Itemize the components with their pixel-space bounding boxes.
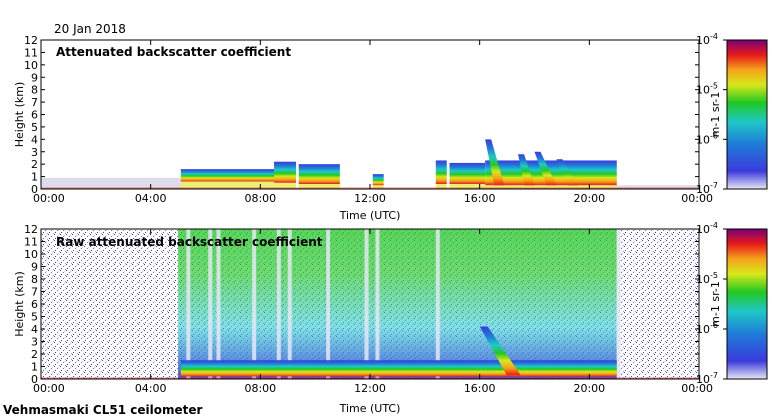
low-noise-region	[41, 177, 181, 189]
x-tick-label-5: 20:00	[573, 192, 605, 205]
y-axis-label: Height (km)	[13, 271, 26, 337]
sub-cloud-layer-2	[298, 184, 340, 189]
y-tick-label-0: 0	[31, 183, 38, 196]
cloud-layer-5	[449, 162, 486, 185]
precipitation-streak-0	[485, 139, 505, 186]
sub-cloud-layer-3	[372, 185, 384, 189]
sub-cloud-layer-5	[449, 184, 486, 189]
y-tick-label-0: 0	[31, 373, 38, 386]
x-tick-label-3: 12:00	[354, 192, 386, 205]
precipitation-streak-1	[518, 154, 535, 186]
vertical-gap-10	[616, 229, 621, 379]
y-tick-label-5: 5	[31, 121, 38, 134]
colorbar-tick-label-1: 10-6	[696, 321, 718, 336]
y-tick-label-3: 3	[31, 336, 38, 349]
site-label: Vehmasmaki CL51 ceilometer	[3, 403, 203, 417]
vertical-gap-4	[276, 229, 281, 379]
cloud-layer-3	[372, 174, 384, 186]
vertical-gap-1	[208, 229, 213, 379]
colorbar-tick-label-2: 10-5	[696, 82, 718, 97]
cloud-layer-0	[180, 169, 275, 182]
y-tick-label-12: 12	[24, 223, 38, 236]
precipitation-streak	[479, 326, 521, 376]
x-tick-label-2: 08:00	[244, 192, 276, 205]
sub-cloud-layer-1	[274, 182, 296, 189]
colorbar-tick-label-1: 10-6	[696, 131, 718, 146]
y-tick-label-8: 8	[31, 84, 38, 97]
colorbar	[726, 228, 768, 380]
colorbar-tick-label-0: 10-7	[696, 371, 718, 386]
colorbar-tick-label-0: 10-7	[696, 181, 718, 196]
x-tick-label-6: 00:00	[681, 192, 713, 205]
y-tick-label-3: 3	[31, 146, 38, 159]
panel-title: Attenuated backscatter coefficient	[56, 45, 291, 59]
y-tick-label-2: 2	[31, 158, 38, 171]
x-axis-label: Time (UTC)	[339, 209, 401, 222]
sub-cloud-layer-4	[435, 184, 447, 189]
y-tick-label-10: 10	[24, 59, 38, 72]
vertical-gap-6	[326, 229, 331, 379]
precipitation-streak-2	[534, 151, 557, 186]
panel-raw-attenuated-backscatter: Raw attenuated backscatter coefficient01…	[13, 221, 768, 415]
y-tick-label-4: 4	[31, 133, 38, 146]
y-tick-label-8: 8	[31, 273, 38, 286]
x-tick-label-2: 08:00	[244, 382, 276, 395]
y-tick-label-1: 1	[31, 361, 38, 374]
vertical-gap-3	[252, 229, 257, 379]
y-tick-label-1: 1	[31, 171, 38, 184]
x-tick-label-5: 20:00	[573, 382, 605, 395]
vertical-gap-9	[435, 229, 440, 379]
cloud-band	[180, 360, 617, 377]
cloud-layer-2	[298, 164, 340, 185]
y-tick-label-10: 10	[24, 248, 38, 261]
x-tick-label-6: 00:00	[681, 382, 713, 395]
x-tick-label-3: 12:00	[354, 382, 386, 395]
plot-area	[41, 229, 699, 379]
x-axis-label: Time (UTC)	[339, 402, 401, 415]
cloud-layer-1	[274, 161, 296, 183]
panel-attenuated-backscatter: Attenuated backscatter coefficient012345…	[13, 32, 768, 222]
daytime-noise-band	[178, 229, 617, 379]
x-tick-label-1: 04:00	[135, 192, 167, 205]
y-tick-label-7: 7	[31, 286, 38, 299]
colorbar-label: m-1 sr-1	[709, 92, 722, 138]
x-tick-label-0: 00:00	[33, 382, 65, 395]
y-tick-label-11: 11	[24, 236, 38, 249]
precipitation-streak-3	[556, 159, 579, 186]
colorbar-tick-label-3: 10-4	[696, 221, 718, 236]
y-axis-label: Height (km)	[13, 82, 26, 148]
sub-cloud-layer-6	[485, 185, 617, 189]
vertical-gap-5	[287, 229, 292, 379]
colorbar-tick-label-2: 10-5	[696, 271, 718, 286]
vertical-gap-2	[216, 229, 221, 379]
vertical-gap-0	[186, 229, 191, 379]
y-tick-label-6: 6	[31, 109, 38, 122]
y-tick-label-7: 7	[31, 96, 38, 109]
y-tick-label-2: 2	[31, 348, 38, 361]
sub-cloud-layer-0	[180, 181, 275, 189]
y-tick-label-4: 4	[31, 323, 38, 336]
panel-title: Raw attenuated backscatter coefficient	[56, 235, 323, 249]
vertical-gap-8	[375, 229, 380, 379]
low-noise-region	[616, 185, 699, 189]
x-tick-label-0: 00:00	[33, 192, 65, 205]
x-tick-label-4: 16:00	[464, 192, 496, 205]
plot-area	[41, 40, 699, 189]
y-tick-label-6: 6	[31, 298, 38, 311]
y-tick-label-5: 5	[31, 311, 38, 324]
colorbar	[726, 39, 768, 190]
y-tick-label-12: 12	[24, 34, 38, 47]
y-tick-label-9: 9	[31, 261, 38, 274]
cloud-layer-4	[435, 160, 447, 185]
vertical-gap-7	[364, 229, 369, 379]
figure-date: 20 Jan 2018	[54, 22, 126, 36]
colorbar-tick-label-3: 10-4	[696, 32, 718, 47]
colorbar-label: m-1 sr-1	[709, 281, 722, 327]
y-tick-label-9: 9	[31, 71, 38, 84]
y-tick-label-11: 11	[24, 46, 38, 59]
x-tick-label-4: 16:00	[464, 382, 496, 395]
x-tick-label-1: 04:00	[135, 382, 167, 395]
